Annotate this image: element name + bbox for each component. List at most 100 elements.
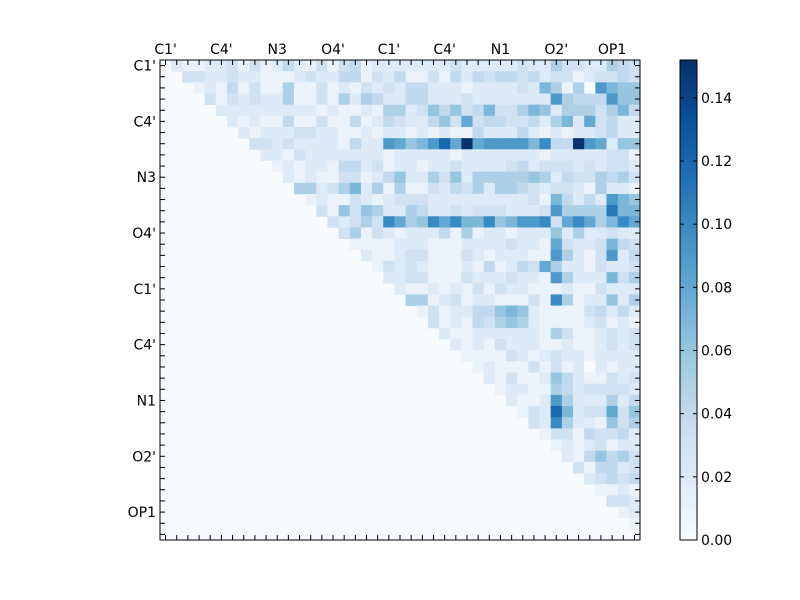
heatmap-cell xyxy=(561,160,574,173)
heatmap-cell xyxy=(305,82,317,94)
heatmap-cell xyxy=(573,182,585,195)
heatmap-cell xyxy=(349,82,362,94)
heatmap-cell xyxy=(305,60,317,72)
heatmap-cell xyxy=(561,294,574,306)
heatmap-cell xyxy=(550,439,563,452)
heatmap-cell xyxy=(416,138,429,150)
heatmap-cell xyxy=(450,60,462,72)
heatmap-cell xyxy=(628,316,641,329)
heatmap-cell xyxy=(271,71,284,83)
heatmap-cell xyxy=(561,193,574,206)
heatmap-cell xyxy=(517,193,529,206)
heatmap-cell xyxy=(628,361,641,373)
heatmap-cell xyxy=(573,361,585,373)
heatmap-cell xyxy=(416,115,429,128)
heatmap-cell xyxy=(550,350,563,362)
heatmap-cell xyxy=(394,93,406,106)
heatmap-cell xyxy=(405,193,418,206)
heatmap-cell xyxy=(628,473,641,485)
heatmap-cell xyxy=(606,249,619,262)
heatmap-cell xyxy=(249,138,261,150)
heatmap-cell xyxy=(550,272,563,284)
heatmap-cell xyxy=(584,171,596,184)
heatmap-cell xyxy=(539,383,552,396)
heatmap-cell xyxy=(360,216,373,228)
heatmap-cell xyxy=(461,305,473,318)
heatmap-cell xyxy=(416,104,429,117)
heatmap-cell xyxy=(573,104,585,117)
heatmap-cell xyxy=(394,138,406,150)
heatmap-cell xyxy=(561,339,574,351)
heatmap-cell xyxy=(517,394,529,407)
heatmap-cell xyxy=(226,104,239,117)
heatmap-cell xyxy=(349,216,362,228)
heatmap-cell xyxy=(416,149,429,161)
heatmap-cell xyxy=(427,171,440,184)
heatmap-cell xyxy=(617,372,630,385)
heatmap-cell xyxy=(327,138,339,150)
heatmap-cell xyxy=(550,249,563,262)
heatmap-cell xyxy=(595,372,607,385)
heatmap-cell xyxy=(606,350,619,362)
heatmap-cell xyxy=(628,238,641,251)
heatmap-cell xyxy=(617,506,630,519)
heatmap-cell xyxy=(327,71,339,83)
heatmap-cell xyxy=(316,60,328,72)
heatmap-cell xyxy=(316,138,328,150)
heatmap-cell xyxy=(561,361,574,373)
heatmap-cell xyxy=(416,171,429,184)
heatmap-cell xyxy=(372,71,384,83)
heatmap-cell xyxy=(271,115,284,128)
heatmap-cell xyxy=(372,182,384,195)
heatmap-cell xyxy=(573,216,585,228)
heatmap-cell xyxy=(584,294,596,306)
heatmap-cell xyxy=(394,171,406,184)
heatmap-cell xyxy=(506,71,518,83)
heatmap-cell xyxy=(472,227,485,239)
heatmap-cell xyxy=(461,294,473,306)
heatmap-cell xyxy=(483,227,496,239)
heatmap-cell xyxy=(628,294,641,306)
heatmap-cell xyxy=(561,60,574,72)
colorbar-tick-label: 0.02 xyxy=(701,470,732,486)
heatmap-cell xyxy=(573,238,585,251)
heatmap-cell xyxy=(517,93,529,106)
heatmap-cell xyxy=(450,160,462,173)
heatmap-cell xyxy=(483,60,496,72)
heatmap-cell xyxy=(383,126,395,139)
heatmap-cell xyxy=(561,450,574,463)
heatmap-cell xyxy=(193,60,206,72)
heatmap-cell xyxy=(528,238,540,251)
heatmap-cell xyxy=(539,216,552,228)
heatmap-cell xyxy=(550,205,563,217)
heatmap-cell xyxy=(573,71,585,83)
heatmap-cell xyxy=(595,428,607,440)
heatmap-cell xyxy=(595,383,607,396)
heatmap-cell xyxy=(427,316,440,329)
heatmap-cell xyxy=(573,126,585,139)
heatmap-cell xyxy=(439,182,451,195)
heatmap-cell xyxy=(472,339,485,351)
colorbar-ticks: 0.00 0.02 0.04 0.06 0.08 0.10 0.12 0.14 xyxy=(680,91,732,549)
heatmap-cell xyxy=(271,160,284,173)
heatmap-cell xyxy=(226,71,239,83)
heatmap-cell xyxy=(372,193,384,206)
heatmap-cell xyxy=(483,93,496,106)
heatmap-cell xyxy=(483,138,496,150)
heatmap-cell xyxy=(383,193,395,206)
heatmap-cell xyxy=(327,115,339,128)
heatmap-cell xyxy=(360,104,373,117)
heatmap-cell xyxy=(193,82,206,94)
heatmap-cell xyxy=(506,294,518,306)
heatmap-cell xyxy=(383,104,395,117)
heatmap-cell xyxy=(260,104,273,117)
heatmap-cell xyxy=(494,305,507,318)
heatmap-cell xyxy=(595,272,607,284)
colorbar-tick-label: 0.00 xyxy=(701,533,732,549)
heatmap-cell xyxy=(439,260,451,273)
heatmap-cell xyxy=(394,260,406,273)
heatmap-cell xyxy=(606,60,619,72)
heatmap-cell xyxy=(439,227,451,239)
heatmap-cell xyxy=(305,138,317,150)
heatmap-cell xyxy=(416,182,429,195)
